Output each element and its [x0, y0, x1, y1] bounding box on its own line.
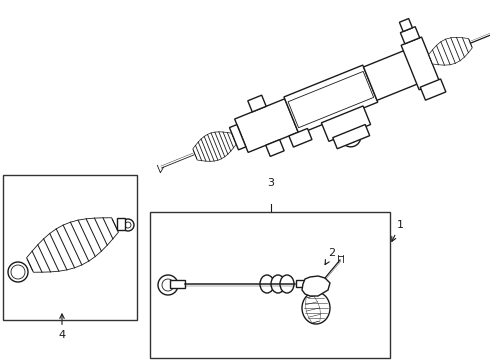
Polygon shape	[235, 99, 298, 152]
Polygon shape	[266, 140, 284, 156]
Bar	[3, 175, 137, 320]
Polygon shape	[333, 125, 369, 149]
Polygon shape	[289, 129, 312, 147]
Bar	[150, 212, 390, 358]
Ellipse shape	[260, 275, 274, 293]
Ellipse shape	[280, 275, 294, 293]
Polygon shape	[193, 132, 236, 161]
Polygon shape	[26, 218, 119, 272]
Polygon shape	[400, 27, 420, 44]
Polygon shape	[288, 71, 374, 128]
Ellipse shape	[11, 265, 25, 279]
Bar	[170, 280, 185, 288]
Polygon shape	[284, 65, 378, 134]
Ellipse shape	[8, 262, 28, 282]
Polygon shape	[420, 79, 446, 100]
Ellipse shape	[302, 292, 330, 324]
Polygon shape	[248, 95, 266, 112]
Polygon shape	[321, 106, 370, 141]
Ellipse shape	[345, 131, 357, 143]
Polygon shape	[229, 125, 246, 150]
Ellipse shape	[271, 275, 285, 293]
Bar	[296, 280, 306, 287]
Ellipse shape	[125, 222, 131, 228]
Polygon shape	[429, 37, 472, 65]
Ellipse shape	[122, 219, 134, 231]
Bar	[117, 218, 125, 230]
Ellipse shape	[341, 127, 361, 147]
Text: 2: 2	[325, 248, 336, 265]
Text: 3: 3	[268, 178, 274, 188]
Polygon shape	[302, 276, 330, 296]
Text: 1: 1	[392, 220, 403, 242]
Polygon shape	[364, 50, 419, 100]
Polygon shape	[306, 296, 320, 323]
Text: 4: 4	[58, 314, 66, 340]
Ellipse shape	[162, 279, 174, 291]
Polygon shape	[401, 37, 440, 90]
Polygon shape	[399, 18, 413, 32]
Ellipse shape	[158, 275, 178, 295]
